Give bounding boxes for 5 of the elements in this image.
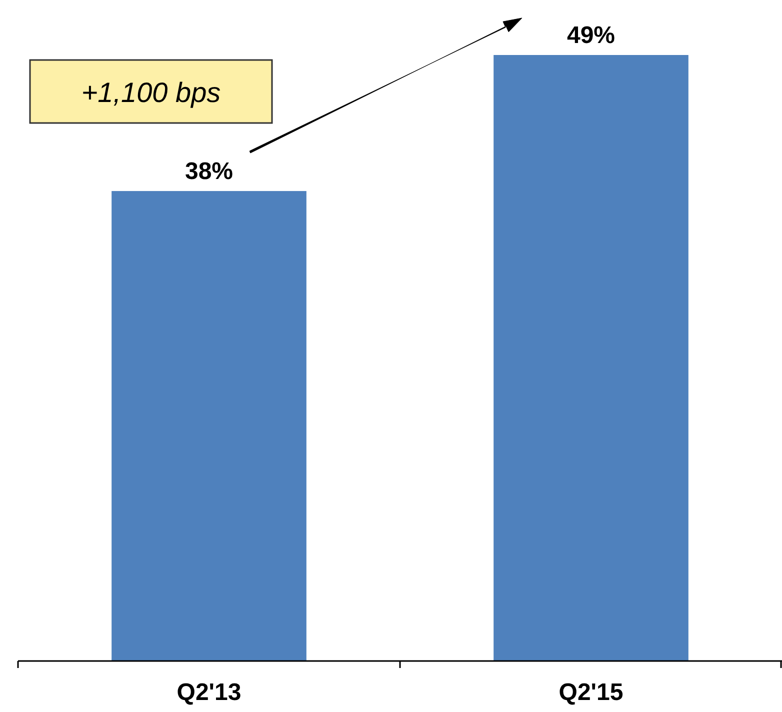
x-tick-label: Q2'15 xyxy=(558,679,624,706)
data-label: 49% xyxy=(566,22,616,49)
annotation: +1,100 bps xyxy=(81,77,221,108)
x-tick-label: Q2'13 xyxy=(176,679,242,706)
data-label: 38% xyxy=(184,158,234,186)
